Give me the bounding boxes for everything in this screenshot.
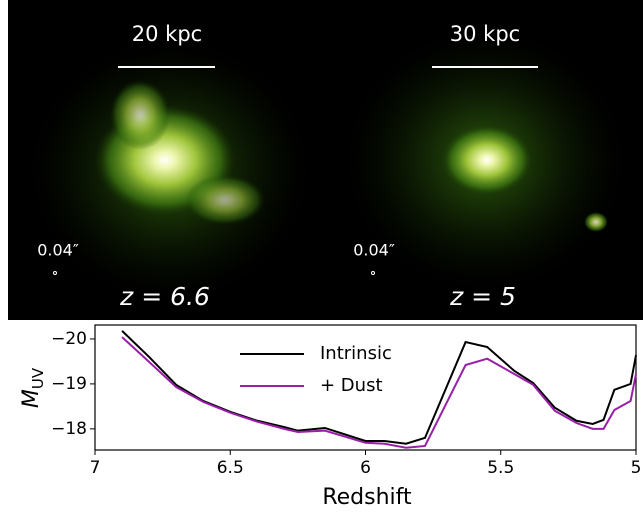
scale-label: 20 kpc bbox=[132, 22, 202, 46]
x-tick-label: 6.5 bbox=[217, 458, 244, 478]
x-tick-label: 7 bbox=[90, 458, 101, 478]
legend-label: + Dust bbox=[320, 375, 383, 396]
x-tick-label: 6 bbox=[360, 458, 371, 478]
x-tick-label: 5.5 bbox=[487, 458, 514, 478]
line-chart: Redshift MUV 7 6.5 6 5.5 5 −20 −19 −18 Intrinsic… bbox=[19, 324, 642, 510]
psf-label: 0.04″ bbox=[353, 241, 395, 260]
y-tick-label: −18 bbox=[51, 419, 87, 439]
line bbox=[121, 336, 637, 449]
image-panel: 20 kpc 0.04″ z = 6.6 bbox=[8, 0, 322, 320]
x-axis-label: Redshift bbox=[322, 485, 412, 510]
y-axis-label-main: M bbox=[19, 389, 44, 408]
x-tick-label: 5 bbox=[631, 458, 642, 478]
redshift-label: z = 6.6 bbox=[119, 282, 210, 311]
y-tick-label: −20 bbox=[51, 329, 87, 349]
redshift-label: z = 5 bbox=[449, 282, 516, 311]
image-panel: 30 kpc 0.04″ z = 5 bbox=[322, 0, 643, 320]
y-axis-label: MUV bbox=[19, 367, 47, 408]
psf-label: 0.04″ bbox=[37, 241, 79, 260]
legend-label: Intrinsic bbox=[320, 343, 392, 364]
y-axis-label-sub: UV bbox=[29, 367, 47, 389]
y-tick-label: −19 bbox=[51, 374, 87, 394]
scale-label: 30 kpc bbox=[450, 22, 520, 46]
